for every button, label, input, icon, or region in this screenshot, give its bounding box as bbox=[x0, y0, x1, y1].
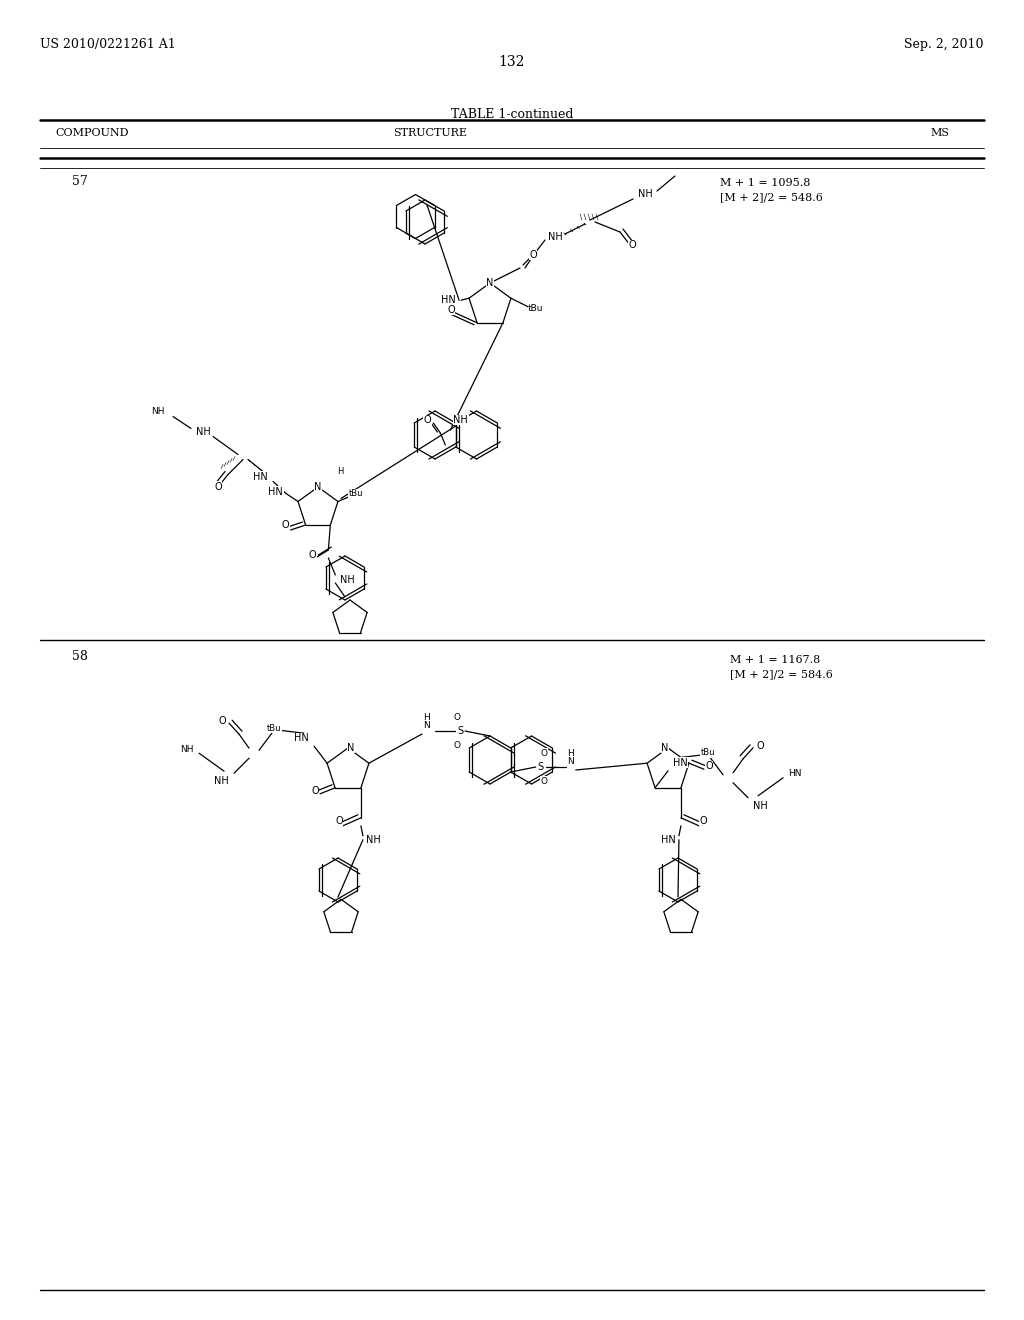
Text: S: S bbox=[538, 762, 544, 772]
Text: HN: HN bbox=[788, 770, 802, 779]
Text: N: N bbox=[347, 743, 354, 752]
Text: O: O bbox=[757, 741, 764, 751]
Text: 58: 58 bbox=[72, 649, 88, 663]
Text: NH: NH bbox=[180, 744, 195, 754]
Text: O: O bbox=[529, 249, 537, 260]
Text: NH: NH bbox=[753, 801, 768, 810]
Text: O: O bbox=[447, 305, 455, 314]
Text: 132: 132 bbox=[499, 55, 525, 69]
Text: S: S bbox=[457, 726, 463, 737]
Text: tBu: tBu bbox=[267, 723, 282, 733]
Text: O: O bbox=[541, 748, 547, 758]
Text: N: N bbox=[314, 482, 322, 492]
Text: N: N bbox=[486, 279, 494, 288]
Text: NH: NH bbox=[196, 426, 210, 437]
Text: O: O bbox=[214, 482, 222, 491]
Text: [M + 2]/2 = 584.6: [M + 2]/2 = 584.6 bbox=[730, 669, 833, 678]
Text: NH: NH bbox=[214, 776, 229, 787]
Text: N: N bbox=[424, 722, 430, 730]
Text: Sep. 2, 2010: Sep. 2, 2010 bbox=[904, 38, 984, 51]
Text: O: O bbox=[308, 550, 316, 560]
Text: NH: NH bbox=[340, 576, 355, 585]
Text: tBu: tBu bbox=[349, 488, 364, 498]
Text: NH: NH bbox=[638, 189, 652, 199]
Text: NH: NH bbox=[366, 834, 381, 845]
Text: HN: HN bbox=[662, 834, 676, 845]
Text: O: O bbox=[541, 776, 547, 785]
Text: O: O bbox=[706, 762, 713, 771]
Text: HN: HN bbox=[673, 758, 688, 768]
Text: H: H bbox=[424, 713, 430, 722]
Text: STRUCTURE: STRUCTURE bbox=[393, 128, 467, 139]
Text: O: O bbox=[335, 816, 343, 826]
Text: O: O bbox=[454, 741, 461, 750]
Text: TABLE 1-continued: TABLE 1-continued bbox=[451, 108, 573, 121]
Text: NH: NH bbox=[152, 407, 165, 416]
Text: O: O bbox=[311, 785, 318, 796]
Text: HN: HN bbox=[268, 487, 283, 496]
Text: HN: HN bbox=[441, 296, 456, 305]
Text: O: O bbox=[424, 414, 431, 425]
Text: N: N bbox=[662, 743, 669, 752]
Text: M + 1 = 1167.8: M + 1 = 1167.8 bbox=[730, 655, 820, 665]
Text: O: O bbox=[628, 240, 636, 249]
Text: HN: HN bbox=[253, 471, 268, 482]
Text: [M + 2]/2 = 548.6: [M + 2]/2 = 548.6 bbox=[720, 191, 823, 202]
Text: MS: MS bbox=[931, 128, 949, 139]
Text: O: O bbox=[282, 520, 290, 531]
Text: H: H bbox=[337, 467, 343, 477]
Text: COMPOUND: COMPOUND bbox=[55, 128, 128, 139]
Text: US 2010/0221261 A1: US 2010/0221261 A1 bbox=[40, 38, 176, 51]
Text: H: H bbox=[567, 748, 574, 758]
Text: NH: NH bbox=[454, 414, 468, 425]
Text: tBu: tBu bbox=[700, 748, 716, 758]
Text: O: O bbox=[454, 713, 461, 722]
Text: O: O bbox=[218, 717, 226, 726]
Text: M + 1 = 1095.8: M + 1 = 1095.8 bbox=[720, 178, 810, 187]
Text: HN: HN bbox=[294, 733, 309, 743]
Text: tBu: tBu bbox=[528, 304, 544, 313]
Text: N: N bbox=[567, 758, 574, 767]
Text: NH: NH bbox=[548, 232, 562, 242]
Text: O: O bbox=[699, 816, 707, 826]
Text: 57: 57 bbox=[72, 176, 88, 187]
